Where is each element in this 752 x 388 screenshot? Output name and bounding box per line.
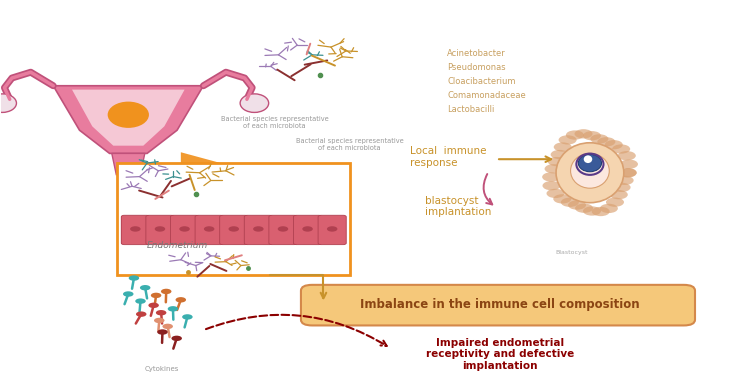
Circle shape bbox=[136, 312, 147, 317]
Circle shape bbox=[547, 189, 565, 198]
Circle shape bbox=[559, 135, 577, 144]
Polygon shape bbox=[180, 152, 335, 194]
Circle shape bbox=[148, 303, 159, 308]
Circle shape bbox=[550, 150, 569, 159]
FancyBboxPatch shape bbox=[146, 215, 174, 245]
Circle shape bbox=[616, 176, 634, 185]
Circle shape bbox=[547, 157, 566, 166]
FancyBboxPatch shape bbox=[117, 163, 350, 275]
Circle shape bbox=[129, 275, 139, 281]
Circle shape bbox=[327, 226, 338, 232]
Circle shape bbox=[583, 206, 601, 216]
Circle shape bbox=[154, 318, 165, 323]
Circle shape bbox=[182, 314, 193, 320]
Text: Impaired endometrial
receptivity and defective
implantation: Impaired endometrial receptivity and def… bbox=[426, 338, 574, 371]
Circle shape bbox=[542, 181, 560, 190]
Circle shape bbox=[130, 226, 141, 232]
Circle shape bbox=[123, 291, 134, 297]
FancyBboxPatch shape bbox=[121, 215, 150, 245]
Circle shape bbox=[277, 226, 288, 232]
Circle shape bbox=[606, 197, 624, 207]
Circle shape bbox=[162, 324, 173, 329]
Circle shape bbox=[561, 197, 579, 207]
Circle shape bbox=[612, 144, 630, 154]
Text: Blastocyst: Blastocyst bbox=[555, 250, 587, 255]
Circle shape bbox=[620, 159, 638, 169]
Circle shape bbox=[204, 226, 214, 232]
FancyBboxPatch shape bbox=[318, 215, 346, 245]
Circle shape bbox=[179, 226, 190, 232]
Circle shape bbox=[542, 172, 560, 182]
Circle shape bbox=[600, 204, 618, 213]
Text: Local  immune
response: Local immune response bbox=[410, 147, 487, 168]
Text: Acinetobacter
Pseudomonas
Cloacibacterium
Comamonadaceae
Lactobacilli: Acinetobacter Pseudomonas Cloacibacteriu… bbox=[447, 49, 526, 114]
Circle shape bbox=[151, 293, 162, 298]
Circle shape bbox=[171, 336, 182, 341]
Circle shape bbox=[597, 137, 615, 146]
Circle shape bbox=[575, 204, 593, 213]
FancyBboxPatch shape bbox=[195, 215, 223, 245]
FancyBboxPatch shape bbox=[301, 285, 695, 326]
Circle shape bbox=[229, 226, 239, 232]
Ellipse shape bbox=[108, 102, 149, 128]
FancyBboxPatch shape bbox=[121, 217, 346, 244]
Circle shape bbox=[566, 130, 584, 140]
Ellipse shape bbox=[571, 153, 609, 188]
Ellipse shape bbox=[0, 94, 17, 113]
Circle shape bbox=[605, 140, 623, 149]
FancyBboxPatch shape bbox=[244, 215, 272, 245]
Circle shape bbox=[618, 151, 635, 160]
Polygon shape bbox=[112, 153, 145, 175]
Circle shape bbox=[302, 226, 313, 232]
Circle shape bbox=[553, 142, 572, 152]
Circle shape bbox=[161, 289, 171, 294]
Text: Imbalance in the immune cell composition: Imbalance in the immune cell composition bbox=[360, 298, 640, 311]
FancyBboxPatch shape bbox=[293, 215, 322, 245]
Ellipse shape bbox=[240, 94, 268, 113]
Circle shape bbox=[253, 226, 264, 232]
Circle shape bbox=[553, 194, 572, 204]
Polygon shape bbox=[72, 90, 184, 146]
Ellipse shape bbox=[584, 155, 593, 163]
Ellipse shape bbox=[578, 154, 602, 172]
Circle shape bbox=[583, 131, 601, 140]
Text: blastocyst
implantation: blastocyst implantation bbox=[425, 196, 491, 217]
Circle shape bbox=[175, 297, 186, 303]
FancyBboxPatch shape bbox=[171, 215, 199, 245]
Circle shape bbox=[619, 168, 637, 177]
Circle shape bbox=[156, 310, 166, 315]
FancyBboxPatch shape bbox=[269, 215, 297, 245]
Circle shape bbox=[575, 129, 593, 139]
Circle shape bbox=[613, 183, 631, 192]
Circle shape bbox=[592, 207, 610, 216]
Text: Bacterial species representative
of each microbiota: Bacterial species representative of each… bbox=[221, 116, 329, 129]
FancyBboxPatch shape bbox=[220, 215, 248, 245]
Text: Bacterial species representative
of each microbiota: Bacterial species representative of each… bbox=[296, 138, 404, 151]
Circle shape bbox=[610, 190, 628, 199]
Circle shape bbox=[157, 329, 168, 335]
Text: Endometrium: Endometrium bbox=[147, 241, 208, 250]
Circle shape bbox=[619, 168, 637, 177]
Circle shape bbox=[140, 285, 150, 291]
Circle shape bbox=[568, 201, 586, 210]
Circle shape bbox=[155, 226, 165, 232]
Ellipse shape bbox=[556, 143, 624, 203]
Circle shape bbox=[168, 306, 178, 312]
Text: Cytokines: Cytokines bbox=[145, 366, 179, 372]
Circle shape bbox=[135, 298, 146, 304]
Polygon shape bbox=[53, 86, 203, 153]
Circle shape bbox=[590, 134, 608, 144]
Circle shape bbox=[544, 164, 562, 173]
